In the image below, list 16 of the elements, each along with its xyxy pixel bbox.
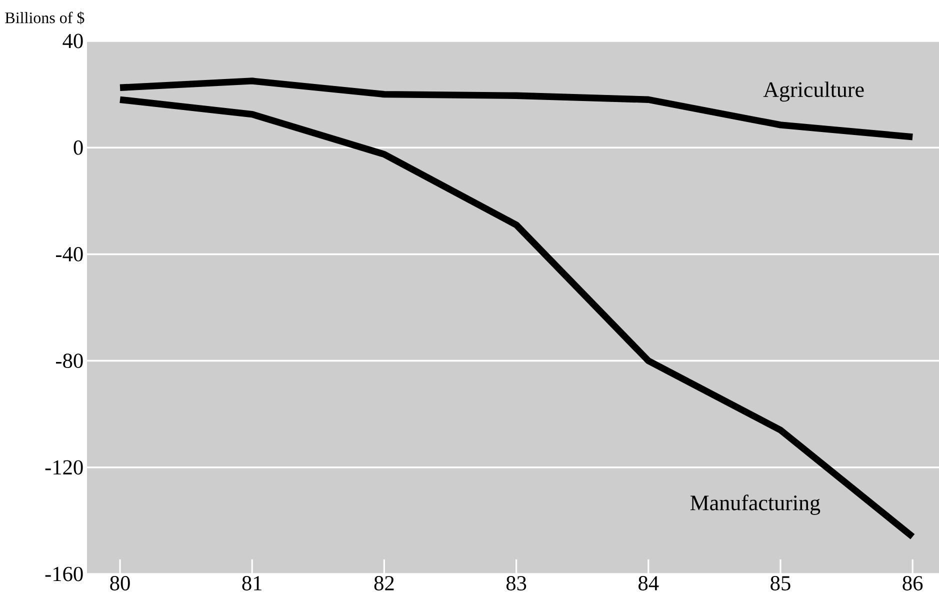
y-tick-label: -120 [45,460,83,475]
x-tick-label: 84 [638,576,659,590]
y-tick-label: -160 [45,566,83,582]
x-tick-label: 80 [110,576,130,590]
x-tick-label: 85 [770,576,790,590]
y-tick-label: 0 [74,140,83,155]
series-label: Agriculture [763,82,864,102]
x-tick-label: 82 [374,576,394,590]
y-tick-label: -80 [56,354,83,368]
x-tick-label: 83 [506,576,526,590]
series-label: Manufacturing [690,494,820,515]
x-tick-label: 86 [902,576,923,590]
y-tick-label: 40 [62,34,83,48]
y-axis-title: Billions of $ [5,11,84,24]
x-tick-label: 81 [242,576,262,590]
y-tick-label: -40 [56,247,83,262]
